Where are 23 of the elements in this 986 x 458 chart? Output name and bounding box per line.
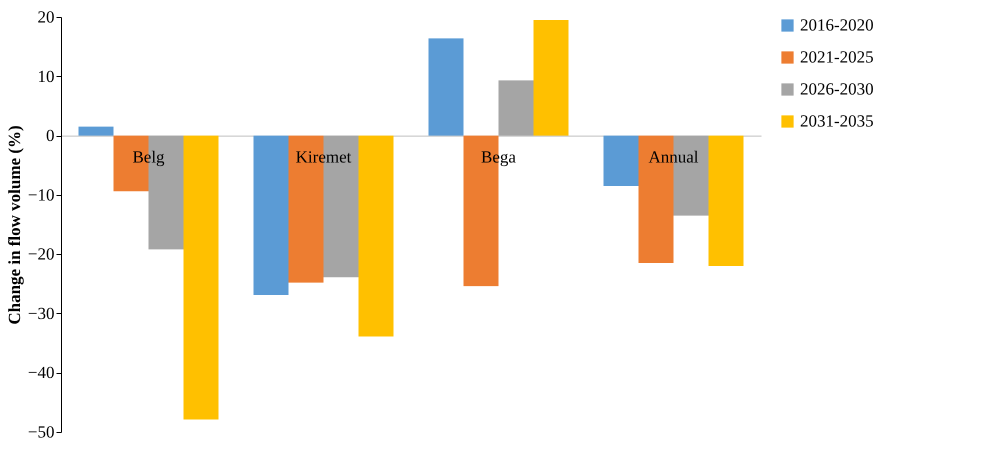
legend-label: 2021-2025 <box>800 48 874 66</box>
legend-label: 2031-2035 <box>800 112 874 130</box>
bar <box>428 38 464 136</box>
y-tick-label: 0 <box>46 126 54 146</box>
x-tick-label: Annual <box>648 148 699 167</box>
y-tick-label: −30 <box>28 304 54 323</box>
y-axis-title: Change in flow volume (%) <box>4 125 24 325</box>
bar <box>184 136 218 420</box>
bar <box>604 136 638 186</box>
bar <box>78 126 114 136</box>
bar <box>254 136 288 296</box>
y-tick-label: −10 <box>28 185 54 204</box>
y-tick-label: 10 <box>38 66 54 86</box>
bar <box>534 20 568 136</box>
bar <box>498 80 534 136</box>
y-tick-label: −20 <box>28 244 54 264</box>
y-tick-label: 20 <box>38 8 54 26</box>
y-tick-label: −40 <box>28 363 54 382</box>
bar <box>358 136 394 337</box>
legend-label: 2016-2020 <box>800 16 874 34</box>
legend-label: 2026-2030 <box>800 80 874 98</box>
y-tick-label: −50 <box>28 422 54 442</box>
bar <box>708 136 744 266</box>
